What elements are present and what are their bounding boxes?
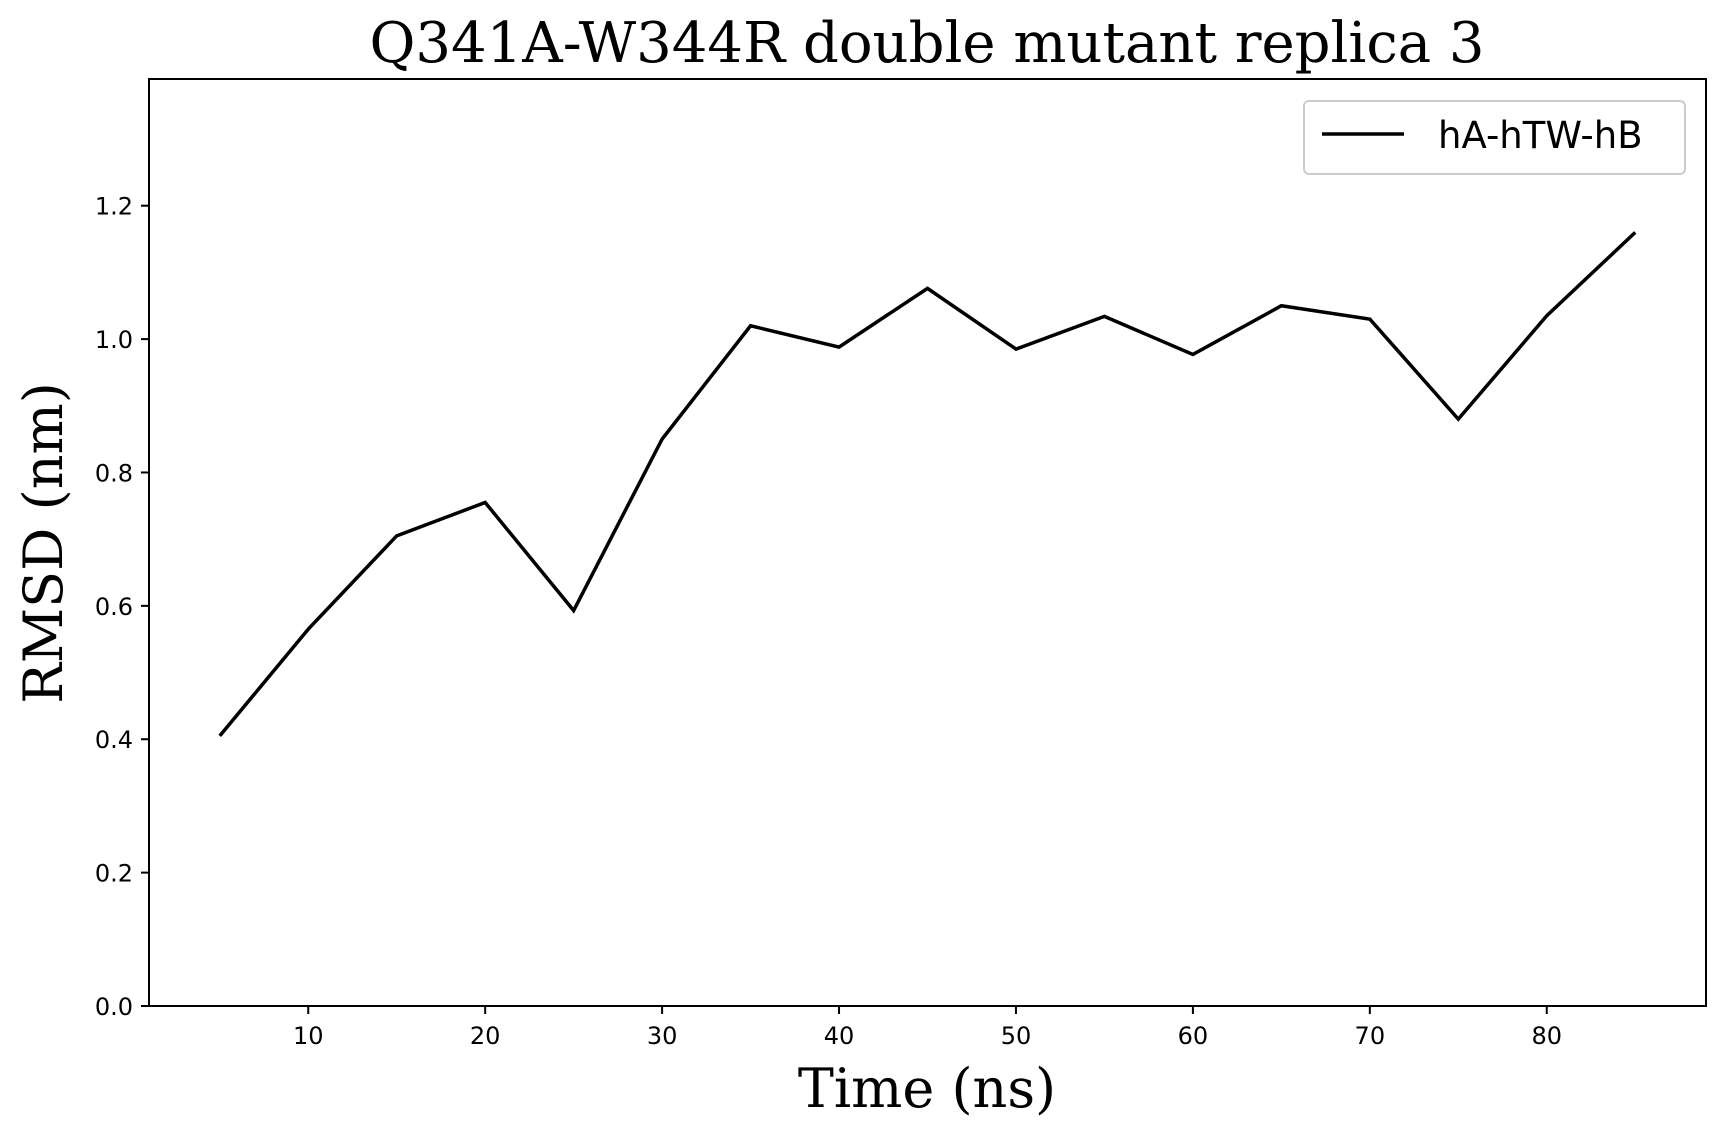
y-tick-label: 0.6	[95, 593, 133, 621]
y-tick-label: 1.2	[95, 193, 133, 221]
x-axis-ticks: 10 20 30 40 50 60 70 80	[293, 1006, 1562, 1050]
y-axis-label: RMSD (nm)	[12, 382, 75, 704]
x-tick-label: 30	[647, 1022, 678, 1050]
legend-label-hA-hTW-hB: hA-hTW-hB	[1438, 114, 1643, 157]
y-tick-label: 1.0	[95, 326, 133, 354]
x-tick-label: 70	[1355, 1022, 1386, 1050]
x-tick-label: 10	[293, 1022, 324, 1050]
x-tick-label: 60	[1178, 1022, 1209, 1050]
y-tick-label: 0.2	[95, 860, 133, 888]
legend-box	[1303, 100, 1686, 175]
series-layer	[218, 231, 1637, 738]
x-tick-label: 50	[1001, 1022, 1032, 1050]
x-tick-label: 20	[470, 1022, 501, 1050]
y-tick-label: 0.8	[95, 459, 133, 487]
y-axis-ticks: 0.0 0.2 0.4 0.6 0.8 1.0 1.2	[95, 193, 149, 1021]
x-axis-label: Time (ns)	[798, 1057, 1056, 1120]
y-tick-label: 0.4	[95, 726, 133, 754]
x-tick-label: 80	[1531, 1022, 1562, 1050]
y-tick-label: 0.0	[95, 993, 133, 1021]
plot-area	[148, 78, 1707, 1007]
series-line-hA-hTW-hB	[218, 231, 1637, 738]
legend: hA-hTW-hB	[1303, 100, 1686, 175]
chart-title: Q341A-W344R double mutant replica 3	[369, 11, 1484, 76]
x-tick-label: 40	[824, 1022, 855, 1050]
